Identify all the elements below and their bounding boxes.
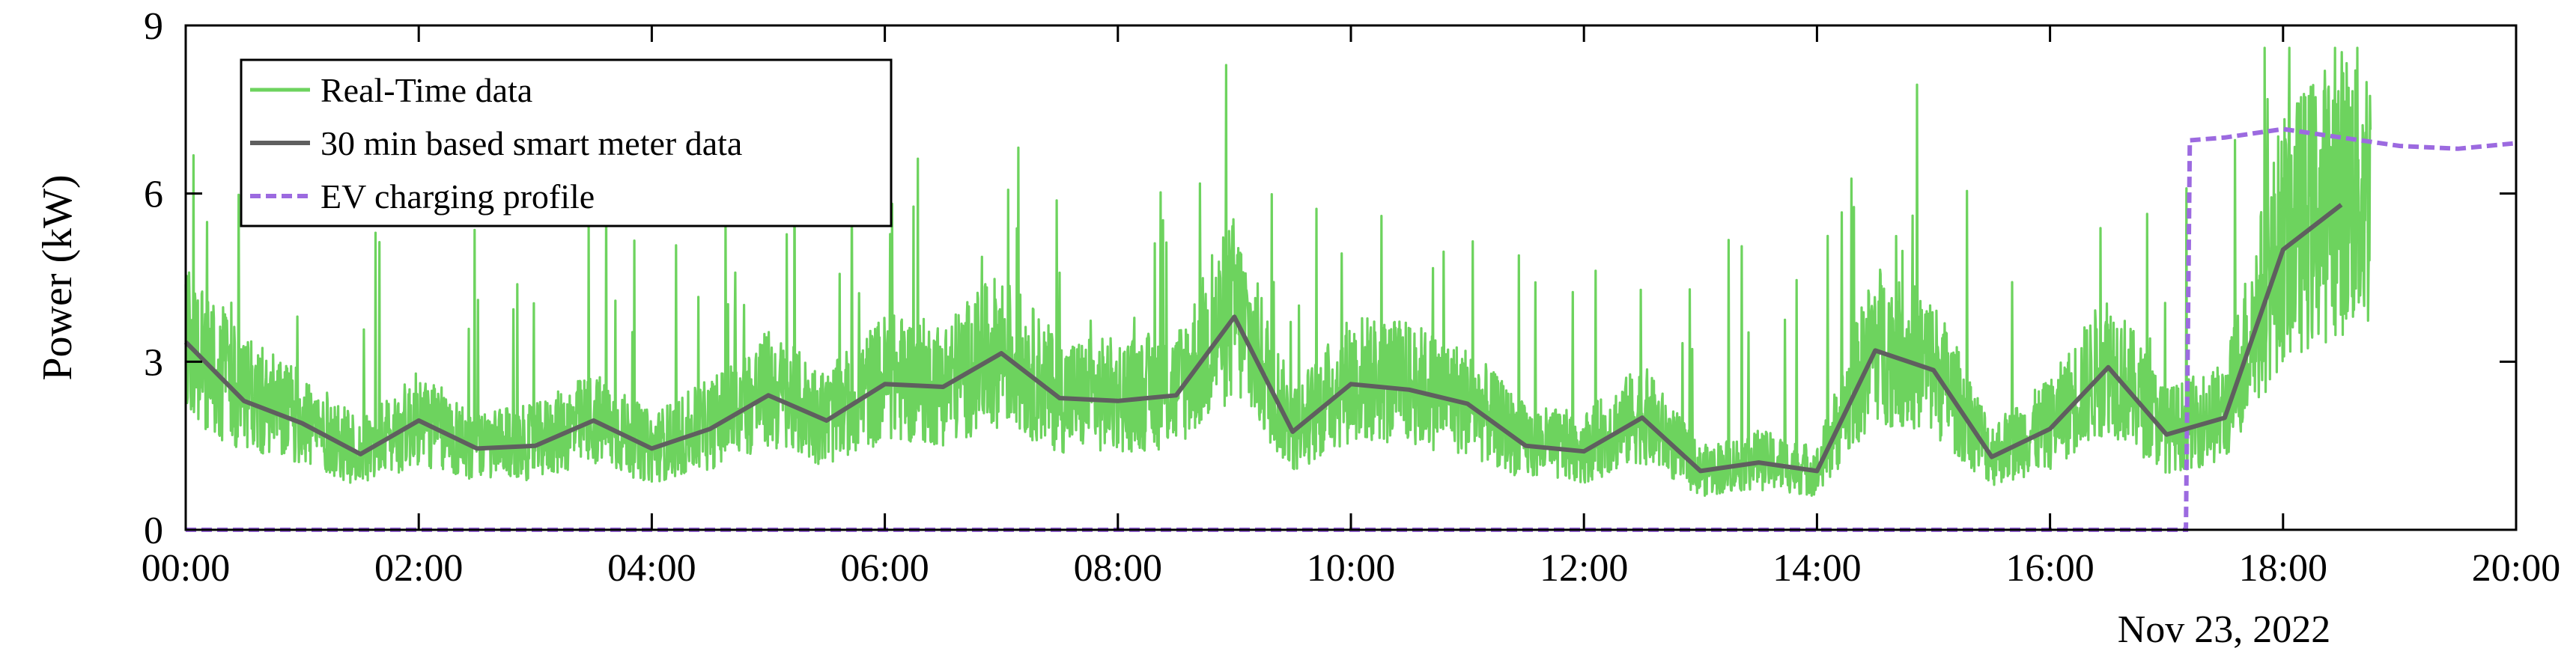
plot-content: [183, 46, 2517, 532]
legend-label: 30 min based smart meter data: [321, 124, 742, 162]
x-tick-label: 06:00: [840, 547, 929, 590]
legend-box: [240, 58, 893, 227]
x-tick-label: 12:00: [1540, 547, 1628, 590]
legend: Real-Time data 30 min based smart meter d…: [240, 58, 893, 227]
series-ev-charging-line: [186, 126, 2517, 532]
x-tick-label: 04:00: [607, 547, 696, 590]
x-axis: 00:00 02:00 04:00 06:00 08:00 10:00 12:00 14:00…: [142, 25, 2560, 590]
x-tick-label: 14:00: [1772, 547, 1861, 590]
y-tick-label: 6: [144, 174, 163, 216]
legend-label: Real-Time data: [321, 71, 532, 109]
x-tick-label: 20:00: [2472, 547, 2560, 590]
x-tick-label: 18:00: [2239, 547, 2327, 590]
x-tick-label: 02:00: [374, 547, 463, 590]
x-tick-label: 00:00: [142, 547, 230, 590]
x-tick-label: 16:00: [2005, 547, 2094, 590]
y-tick-label: 9: [144, 5, 163, 48]
y-axis: 0 3 6 9: [144, 5, 2516, 552]
x-axis-date-label: Nov 23, 2022: [2118, 608, 2331, 651]
series-realtime-line: [184, 46, 2372, 497]
x-tick-label: 08:00: [1074, 547, 1162, 590]
y-tick-label: 0: [144, 510, 163, 552]
y-axis-label: Power (kW): [34, 174, 81, 380]
series-smart-meter-line: [183, 203, 2343, 474]
legend-label: EV charging profile: [321, 177, 595, 216]
y-tick-label: 3: [144, 341, 163, 384]
x-tick-label: 10:00: [1307, 547, 1395, 590]
